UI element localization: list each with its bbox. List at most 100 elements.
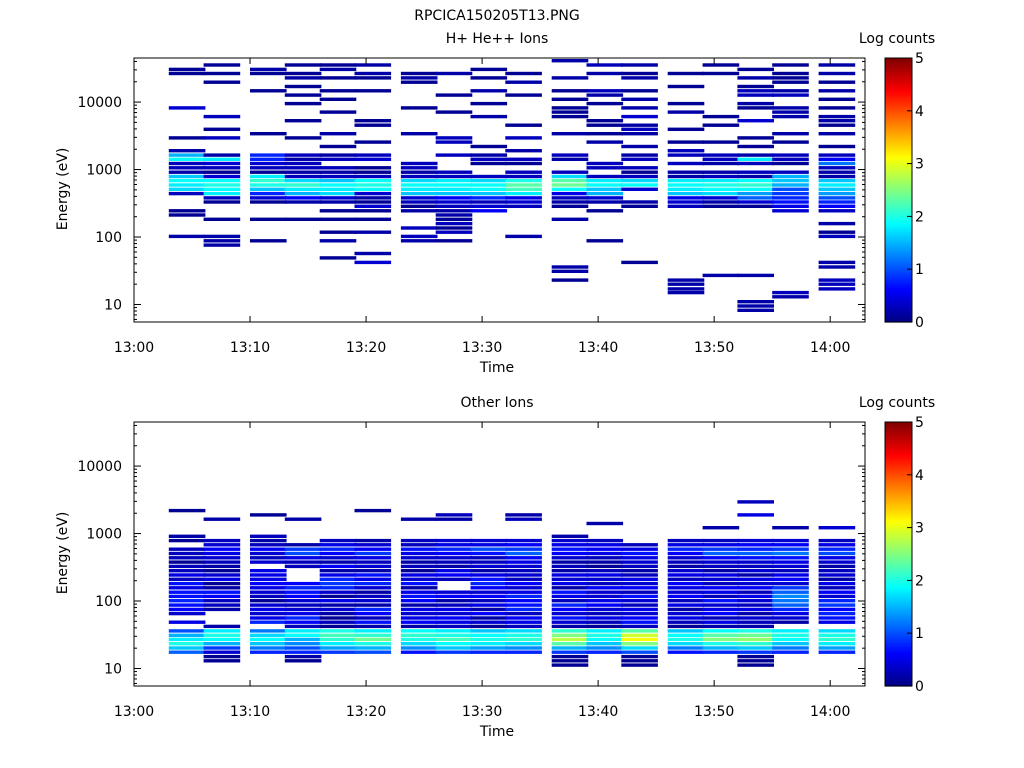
colorbar-segment xyxy=(885,242,912,246)
heatmap-cell xyxy=(284,620,322,624)
colorbar-segment xyxy=(885,271,912,275)
colorbar-segment xyxy=(885,260,912,264)
colorbar-segment xyxy=(885,93,912,96)
heatmap-cell xyxy=(284,191,322,196)
heatmap-cell xyxy=(621,577,658,581)
colorbar-segment xyxy=(885,622,912,625)
colorbar-segment xyxy=(885,190,912,193)
heatmap-cell xyxy=(470,642,508,646)
colorbar-segment xyxy=(885,97,912,101)
heatmap-cell xyxy=(667,110,705,114)
heatmap-cell xyxy=(551,629,589,633)
heatmap-cell xyxy=(435,599,473,603)
heatmap-cell xyxy=(250,161,287,166)
colorbar-segment xyxy=(885,631,912,634)
heatmap-cell xyxy=(435,170,473,174)
heatmap-cell xyxy=(818,650,856,654)
colorbar-segment xyxy=(885,273,912,277)
heatmap-cell xyxy=(621,76,658,80)
heatmap-cell xyxy=(702,157,740,161)
heatmap-cell xyxy=(737,594,774,599)
heatmap-cell xyxy=(772,637,809,642)
heatmap-cell xyxy=(737,654,774,659)
colorbar-segment xyxy=(885,256,912,259)
heatmap-cell xyxy=(737,500,774,504)
heatmap-cell xyxy=(551,564,589,569)
heatmap-cell xyxy=(667,607,705,612)
y-axis-label: Energy (eV) xyxy=(55,512,71,595)
x-axis-label: Time xyxy=(479,360,514,376)
heatmap-cell xyxy=(250,642,287,646)
heatmap-cell xyxy=(818,260,856,265)
colorbar-segment xyxy=(885,481,912,485)
heatmap-cell xyxy=(470,650,508,654)
colorbar-segment xyxy=(885,227,912,231)
heatmap-cell xyxy=(168,166,206,170)
colorbar-segment xyxy=(885,558,912,562)
colorbar-segment xyxy=(885,642,912,645)
heatmap-cell xyxy=(319,183,357,187)
heatmap-cell xyxy=(621,599,658,603)
heatmap-cell xyxy=(818,620,856,624)
heatmap-cell xyxy=(505,543,542,547)
heatmap-cell xyxy=(354,153,392,157)
heatmap-cell xyxy=(586,521,624,526)
heatmap-cell xyxy=(586,161,624,166)
colorbar-segment xyxy=(885,234,912,237)
heatmap-cell xyxy=(818,573,856,577)
heatmap-cell xyxy=(505,581,542,586)
heatmap-cell xyxy=(470,76,508,80)
heatmap-cell xyxy=(319,89,357,93)
heatmap-cell xyxy=(772,616,809,620)
heatmap-cell xyxy=(621,654,658,659)
heatmap-cell xyxy=(818,526,856,530)
heatmap-cell xyxy=(772,599,809,603)
colorbar-segment xyxy=(885,595,912,599)
heatmap-cell xyxy=(772,611,809,616)
heatmap-cell xyxy=(470,560,508,564)
heatmap-cell xyxy=(250,89,287,93)
heatmap-cell xyxy=(667,71,705,76)
heatmap-cell xyxy=(737,183,774,187)
heatmap-cell xyxy=(702,170,740,174)
heatmap-cell xyxy=(435,560,473,564)
colorbar-segment xyxy=(885,194,912,198)
heatmap-cell xyxy=(319,200,357,204)
heatmap-cell xyxy=(319,67,357,72)
heatmap-cell xyxy=(818,106,856,110)
colorbar-segment xyxy=(885,466,912,469)
heatmap-cell xyxy=(737,300,774,304)
colorbar-segment xyxy=(885,176,912,180)
colorbar-segment xyxy=(885,146,912,149)
heatmap-cell xyxy=(505,599,542,603)
colorbar-segment xyxy=(885,66,912,70)
heatmap-cell xyxy=(319,153,357,157)
heatmap-cell xyxy=(400,209,438,213)
heatmap-cell xyxy=(168,590,206,594)
heatmap-cell xyxy=(702,620,740,624)
heatmap-cell xyxy=(621,114,658,119)
heatmap-cell xyxy=(400,80,438,84)
heatmap-cell xyxy=(470,599,508,603)
colorbar-segment xyxy=(885,562,912,566)
heatmap-cell xyxy=(505,513,542,517)
heatmap-cell xyxy=(354,166,392,170)
heatmap-cell xyxy=(400,187,438,191)
colorbar-segment xyxy=(885,527,912,531)
heatmap-cell xyxy=(354,209,392,213)
heatmap-cell xyxy=(400,556,438,560)
heatmap-cell xyxy=(505,590,542,594)
heatmap-cell xyxy=(435,607,473,612)
heatmap-cell xyxy=(772,161,809,166)
heatmap-cell xyxy=(203,586,241,590)
heatmap-cell xyxy=(702,556,740,560)
heatmap-cell xyxy=(818,633,856,637)
heatmap-cell xyxy=(621,556,658,560)
heatmap-cell xyxy=(667,611,705,616)
colorbar: 0 1 2 3 4 5 xyxy=(884,415,924,695)
heatmap-cell xyxy=(737,629,774,633)
colorbar-segment xyxy=(885,441,912,445)
heatmap-cell xyxy=(203,633,241,637)
heatmap-cell xyxy=(621,132,658,136)
heatmap-cell xyxy=(470,603,508,607)
